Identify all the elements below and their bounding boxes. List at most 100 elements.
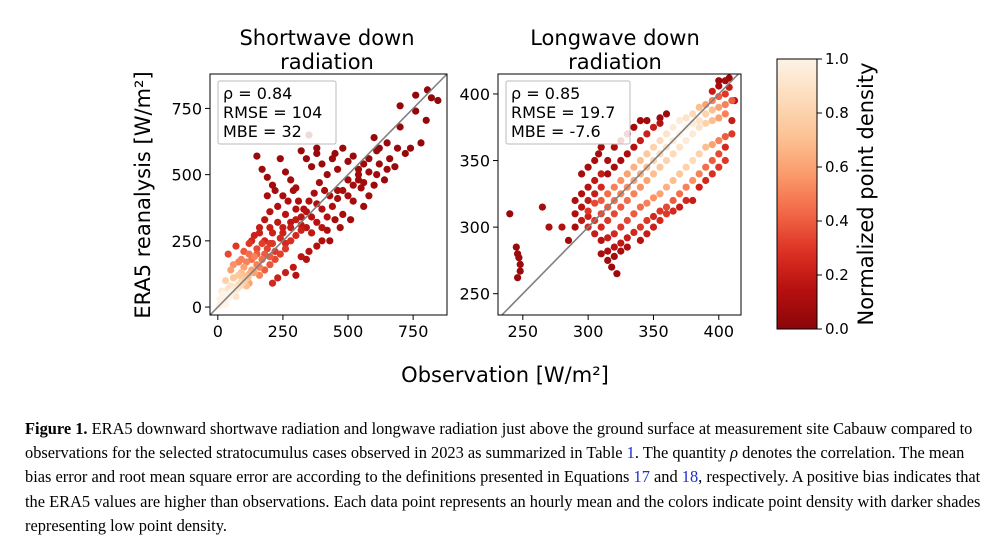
shortwave-panel: Shortwave down radiation 0 250 500 750 0 250…	[171, 26, 448, 341]
x-tick-label: 750	[398, 322, 429, 341]
shortwave-data-point	[383, 165, 391, 173]
caption-text-1: ERA5 downward shortwave radiation and lo…	[25, 419, 973, 463]
x-tick-label: 500	[333, 322, 364, 341]
shortwave-data-point	[370, 181, 378, 189]
longwave-data-point	[695, 117, 703, 125]
shortwave-data-point	[323, 171, 331, 179]
longwave-data-point	[702, 143, 710, 151]
shortwave-rmse: RMSE = 104	[223, 103, 322, 122]
longwave-data-point	[649, 170, 658, 178]
longwave-data-point	[649, 143, 658, 151]
shortwave-x-ticks: 0 250 500 750	[213, 315, 429, 341]
longwave-data-point	[695, 183, 703, 191]
colorbar-label: Normalized point density	[854, 63, 878, 326]
shortwave-data-point	[279, 192, 287, 200]
shortwave-data-point	[305, 197, 313, 205]
longwave-data-point	[643, 230, 651, 238]
shortwave-data-point	[284, 197, 292, 205]
shortwave-data-point	[266, 208, 274, 216]
shortwave-data-point	[294, 197, 303, 205]
longwave-data-point	[669, 150, 677, 158]
longwave-data-point	[728, 130, 736, 138]
shortwave-data-point	[318, 160, 326, 168]
shortwave-data-point	[227, 266, 235, 274]
shortwave-data-point	[253, 245, 261, 253]
shortwave-data-point	[315, 179, 323, 187]
longwave-data-point	[721, 101, 729, 109]
shortwave-data-point	[255, 224, 264, 232]
shortwave-data-point	[289, 263, 297, 271]
x-tick-label: 0	[213, 322, 223, 341]
shortwave-data-point	[258, 165, 266, 173]
longwave-data-point	[682, 183, 690, 191]
longwave-data-point	[662, 210, 671, 218]
y-tick-label: 250	[459, 285, 490, 304]
shortwave-data-point	[393, 144, 402, 152]
longwave-data-point	[545, 223, 553, 231]
shortwave-data-point	[308, 213, 316, 221]
longwave-data-point	[656, 190, 664, 198]
longwave-data-point	[643, 117, 651, 125]
longwave-data-point	[669, 123, 677, 131]
shortwave-stats-box: ρ = 0.84 RMSE = 104 MBE = 32	[217, 80, 337, 145]
shortwave-data-point	[360, 179, 368, 187]
longwave-data-point	[708, 117, 716, 125]
longwave-data-point	[571, 223, 579, 231]
longwave-data-point	[617, 176, 625, 185]
longwave-data-point	[643, 176, 651, 185]
shortwave-data-point	[266, 261, 274, 269]
y-tick-label: 350	[459, 152, 490, 171]
shortwave-data-point	[365, 168, 373, 176]
shortwave-rho: ρ = 0.84	[223, 84, 292, 103]
longwave-data-point	[702, 119, 710, 127]
x-tick-label: 250	[268, 322, 299, 341]
shortwave-data-point	[370, 134, 378, 142]
shortwave-data-point	[287, 224, 295, 232]
longwave-data-point	[715, 103, 723, 111]
shortwave-data-point	[339, 144, 347, 152]
shortwave-data-point	[297, 147, 305, 155]
shortwave-data-point	[274, 274, 282, 282]
longwave-data-point	[617, 203, 625, 211]
longwave-data-point	[708, 87, 716, 95]
longwave-data-point	[636, 223, 645, 231]
longwave-data-point	[708, 106, 716, 114]
shortwave-data-point	[318, 205, 326, 213]
longwave-data-point	[604, 216, 612, 225]
longwave-data-point	[721, 156, 729, 165]
longwave-data-point	[591, 190, 599, 198]
longwave-data-point	[725, 83, 733, 91]
shortwave-data-point	[401, 149, 409, 158]
equation-18-link[interactable]: 18	[681, 467, 699, 487]
longwave-data-point	[682, 163, 690, 171]
shortwave-data-point	[326, 237, 334, 245]
longwave-data-point	[591, 156, 599, 165]
longwave-data-point	[656, 114, 664, 122]
longwave-data-point	[578, 190, 586, 198]
longwave-data-point	[514, 274, 522, 282]
shortwave-data-point	[253, 152, 261, 160]
longwave-data-point	[630, 190, 638, 198]
longwave-data-point	[669, 207, 677, 215]
longwave-title-line1: Longwave down	[530, 26, 700, 50]
table-1-link[interactable]: 1	[626, 443, 635, 463]
shortwave-data-point	[375, 160, 383, 168]
shortwave-data-point	[396, 123, 404, 131]
longwave-data-point	[597, 250, 605, 258]
longwave-data-point	[604, 170, 612, 178]
shortwave-data-point	[281, 210, 290, 218]
shortwave-data-point	[339, 186, 347, 195]
shortwave-data-point	[349, 197, 357, 205]
longwave-data-point	[610, 243, 618, 251]
longwave-data-point	[578, 170, 586, 178]
longwave-data-point	[669, 176, 677, 185]
equation-17-link[interactable]: 17	[633, 467, 650, 487]
longwave-data-point	[617, 223, 625, 231]
longwave-data-point	[676, 203, 684, 211]
longwave-data-point	[617, 239, 625, 247]
shortwave-data-point	[423, 86, 432, 94]
longwave-data-point	[604, 247, 612, 255]
longwave-scatter-points	[506, 74, 739, 282]
shortwave-data-point	[297, 213, 305, 221]
shortwave-data-point	[305, 247, 313, 255]
